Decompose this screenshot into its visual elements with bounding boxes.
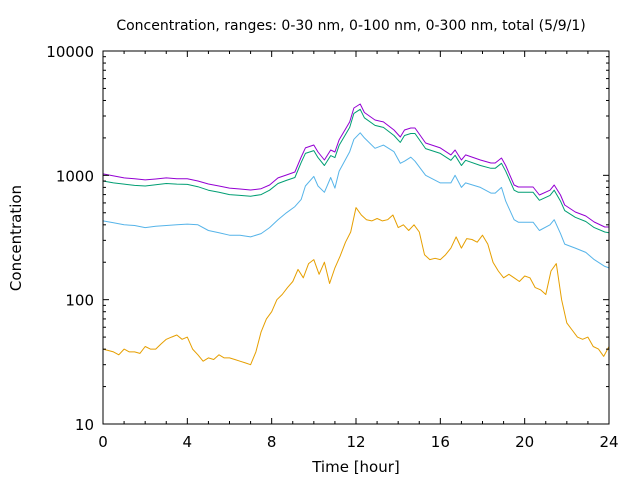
x-tick-label: 24 (599, 433, 618, 451)
x-tick-label: 12 (346, 433, 365, 451)
x-axis: 0 4 8 12 16 20 24 (98, 51, 619, 451)
x-tick-label: 16 (431, 433, 450, 451)
y-tick-label: 1000 (56, 167, 94, 185)
series-line-0-100-nm (102, 132, 610, 269)
x-tick-label: 0 (98, 433, 108, 451)
series-lines (102, 103, 610, 366)
y-tick-label: 100 (65, 292, 94, 310)
y-tick-label: 10000 (46, 43, 94, 61)
chart-title: Concentration, ranges: 0-30 nm, 0-100 nm… (116, 18, 585, 34)
x-tick-label: 8 (267, 433, 277, 451)
series-line-total (102, 103, 609, 228)
y-tick-label: 10 (75, 416, 94, 434)
x-axis-label: Time [hour] (311, 458, 400, 476)
x-tick-label: 4 (183, 433, 193, 451)
series-line-0-300-nm (102, 108, 610, 234)
y-axis: 10 100 1000 10000 (46, 43, 609, 434)
x-tick-label: 20 (515, 433, 534, 451)
y-axis-label: Concentration (7, 185, 25, 291)
series-line-0-30-nm (102, 207, 610, 366)
